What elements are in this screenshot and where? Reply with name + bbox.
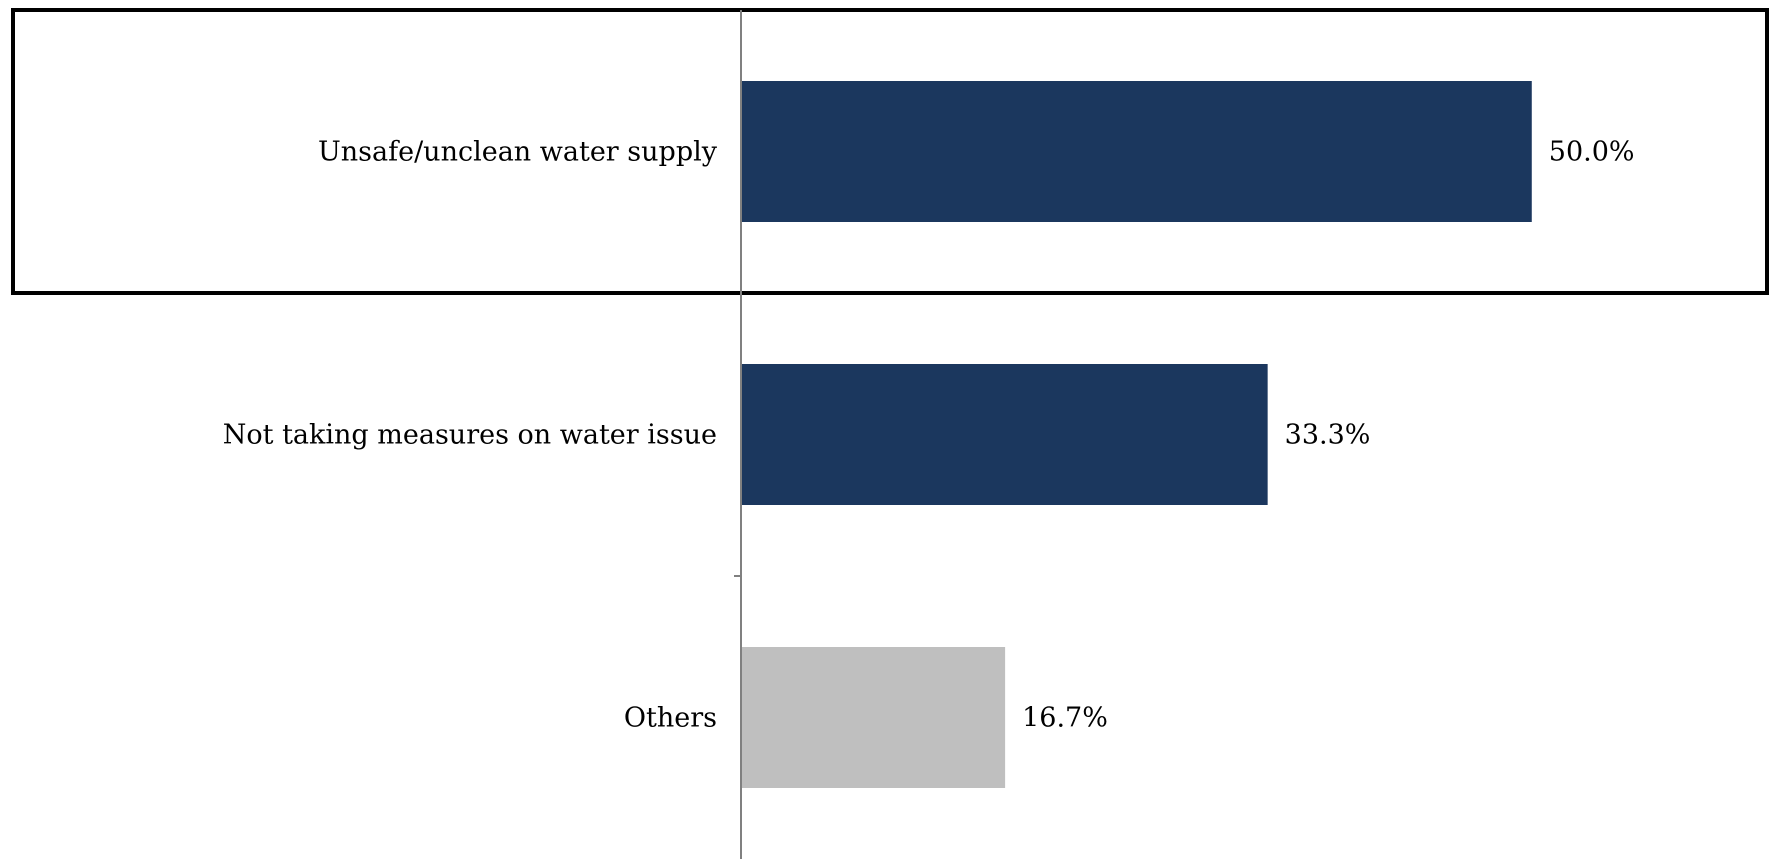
category-label-1: Unsafe/unclean water supply	[318, 137, 718, 168]
category-label-2: Not taking measures on water issue	[223, 420, 717, 451]
value-label-3: 16.7%	[1022, 703, 1108, 734]
bar-3	[741, 647, 1006, 788]
bar-2	[741, 364, 1268, 505]
value-label-2: 33.3%	[1285, 420, 1371, 451]
bar-1	[741, 81, 1532, 222]
highlight-frame	[11, 8, 1769, 295]
value-label-1: 50.0%	[1549, 137, 1635, 168]
category-label-3: Others	[624, 703, 717, 734]
